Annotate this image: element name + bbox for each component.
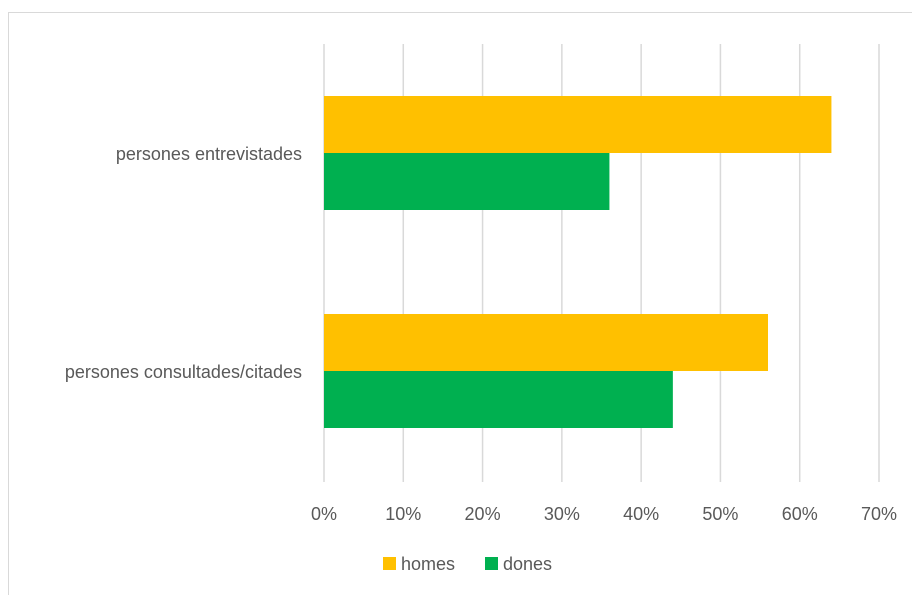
bar-homes [324, 96, 832, 153]
x-tick-label: 70% [861, 504, 897, 524]
bar-dones [324, 153, 610, 210]
legend-label-dones: dones [503, 554, 552, 574]
bar-homes [324, 314, 768, 371]
x-tick-label: 50% [702, 504, 738, 524]
legend-swatch-homes [383, 557, 396, 570]
category-label: persones consultades/citades [65, 362, 302, 382]
x-tick-label: 30% [544, 504, 580, 524]
legend: homes dones [383, 554, 552, 574]
x-axis-ticks: 0% 10% 20% 30% 40% 50% 60% 70% [311, 504, 897, 524]
x-tick-label: 60% [782, 504, 818, 524]
category-labels: persones entrevistades persones consultad… [65, 144, 302, 382]
x-tick-label: 20% [465, 504, 501, 524]
legend-label-homes: homes [401, 554, 455, 574]
bar-dones [324, 371, 673, 428]
category-label: persones entrevistades [116, 144, 302, 164]
chart-frame [8, 12, 912, 595]
x-tick-label: 0% [311, 504, 337, 524]
x-tick-label: 10% [385, 504, 421, 524]
legend-swatch-dones [485, 557, 498, 570]
bars [324, 96, 832, 428]
x-tick-label: 40% [623, 504, 659, 524]
